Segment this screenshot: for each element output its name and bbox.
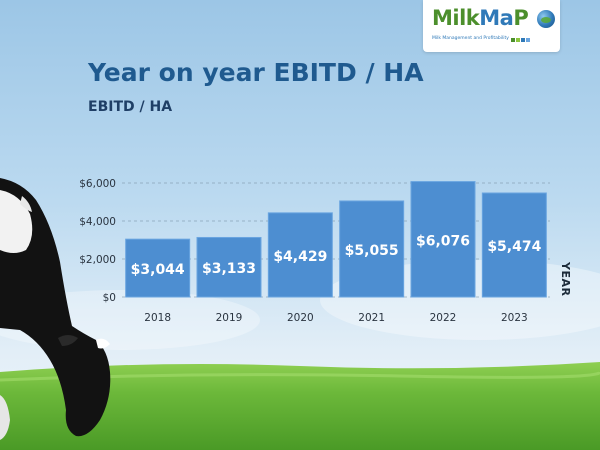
bar	[196, 236, 262, 298]
bar-value-label: $6,076	[416, 233, 470, 249]
globe-icon	[537, 10, 555, 28]
x-tick-label: 2023	[501, 312, 528, 324]
brand-logo: MilkMaP Milk Management and Profitabilit…	[423, 0, 560, 52]
chart-subtitle: EBITD / HA	[88, 99, 173, 115]
bar-value-label: $4,429	[273, 249, 327, 265]
bar	[267, 212, 333, 298]
y-tick-label: $2,000	[79, 254, 116, 266]
y-tick-label: $6,000	[79, 178, 116, 190]
bar	[125, 238, 191, 298]
bar-value-label: $3,044	[131, 262, 185, 278]
logo-wordmark: MilkMaP	[432, 6, 529, 30]
x-axis-label: YEAR	[559, 262, 572, 297]
y-tick-label: $4,000	[79, 216, 116, 228]
bar-value-label: $5,474	[487, 239, 541, 255]
x-tick-label: 2022	[430, 312, 457, 324]
x-tick-label: 2021	[358, 312, 385, 324]
bar-value-label: $5,055	[345, 243, 399, 259]
y-tick-label: $0	[103, 292, 116, 304]
cow-image	[0, 178, 111, 440]
x-tick-label: 2020	[287, 312, 314, 324]
x-tick-label: 2019	[216, 312, 243, 324]
bar-value-label: $3,133	[202, 261, 256, 277]
bar	[481, 192, 547, 298]
page-title: Year on year EBITD / HA	[88, 58, 424, 87]
logo-color-dots	[511, 38, 530, 42]
bar	[339, 200, 405, 298]
logo-tagline: Milk Management and Profitability	[432, 36, 509, 41]
bar	[410, 181, 476, 298]
x-tick-label: 2018	[144, 312, 171, 324]
